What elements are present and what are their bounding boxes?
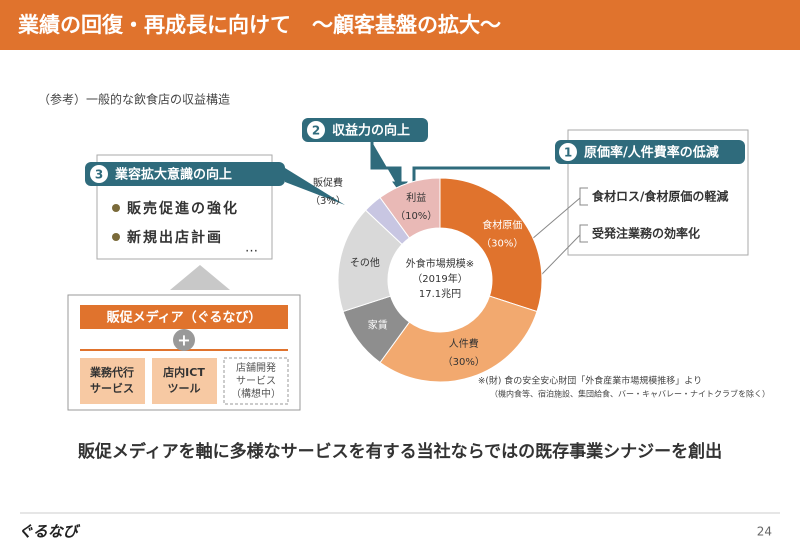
slice-label: 食材原価 xyxy=(482,219,522,232)
bullet xyxy=(112,204,120,212)
service: 店舗開発 xyxy=(236,361,276,374)
callout-number: 3 xyxy=(95,168,103,182)
title: 業績の回復・再成長に向けて ～顧客基盤の拡大～ xyxy=(18,13,501,37)
callout-label: 業容拡大意識の向上 xyxy=(114,167,232,183)
value-label: （10%） xyxy=(395,210,437,222)
media-title: 販促メディア（ぐるなび） xyxy=(107,310,262,326)
item: 販売促進の強化 xyxy=(127,200,239,217)
center-label: 外食市場規模※ xyxy=(406,257,474,270)
value-label: （30%） xyxy=(481,238,523,250)
slice xyxy=(439,177,543,313)
service: ツール xyxy=(168,382,201,395)
service: 店内ICT xyxy=(163,365,205,379)
callout-bar xyxy=(302,118,428,142)
plus-circle xyxy=(173,329,195,351)
source: （機内食等、宿泊施設、集団給食、バー・キャバレー・ナイトクラブを除く） xyxy=(490,389,770,399)
callout-number: 1 xyxy=(564,146,572,160)
slice xyxy=(379,295,538,383)
slice-label: その他 xyxy=(350,256,380,269)
slice-label: 家賃 xyxy=(368,318,388,331)
conclusion: 販促メディアを軸に多様なサービスを有する当社ならではの既存事業シナジーを創出 xyxy=(78,441,722,462)
item: 新規出店計画 xyxy=(127,229,223,246)
callout-badge xyxy=(90,165,108,183)
page-number: 24 xyxy=(757,525,772,539)
header-bar xyxy=(0,0,800,50)
value-label: （3%） xyxy=(310,195,346,207)
slice-label: 人件費 xyxy=(449,337,479,350)
center-label: 17.1兆円 xyxy=(419,288,461,300)
donut-chart: 食材原価 （30%） 人件費 （30%） 家賃 その他 販促費 （3%） 利益 （10%） 外食市場… xyxy=(310,176,543,383)
service: サービス xyxy=(90,381,134,395)
service: サービス xyxy=(236,375,276,387)
callout-label: 原価率/人件費率の低減 xyxy=(584,145,719,161)
value-label: （30%） xyxy=(443,356,485,368)
callout-number: 2 xyxy=(312,124,320,138)
logo: ぐるなび xyxy=(18,523,81,541)
service: 業務代行 xyxy=(89,365,134,379)
callout-badge xyxy=(559,143,577,161)
service-box xyxy=(152,358,217,404)
source: ※(財) 食の安全安心財団「外食産業市場規模推移」より xyxy=(478,375,702,387)
callout-bar xyxy=(85,162,285,186)
arrow xyxy=(170,265,230,290)
callout-pointer xyxy=(285,168,345,205)
callout-label: 収益力の向上 xyxy=(332,123,410,139)
bullet xyxy=(112,233,120,241)
slice-label: 販促費 xyxy=(313,176,343,189)
slice xyxy=(379,177,441,239)
callout-badge xyxy=(307,121,325,139)
service: （構想中） xyxy=(231,387,281,400)
callout-bar xyxy=(555,140,745,164)
center-label: （2019年） xyxy=(412,272,467,285)
media-title-bar xyxy=(80,305,288,329)
note: （参考）一般的な飲食店の収益構造 xyxy=(38,92,230,107)
plus: + xyxy=(177,331,190,350)
item: 受発注業務の効率化 xyxy=(592,226,700,241)
connector xyxy=(524,187,588,246)
slice-label: 利益 xyxy=(406,191,426,204)
service-box xyxy=(80,358,145,404)
item: 食材ロス/食材原価の軽減 xyxy=(591,189,728,204)
service-box xyxy=(223,357,289,405)
item: … xyxy=(245,241,258,256)
